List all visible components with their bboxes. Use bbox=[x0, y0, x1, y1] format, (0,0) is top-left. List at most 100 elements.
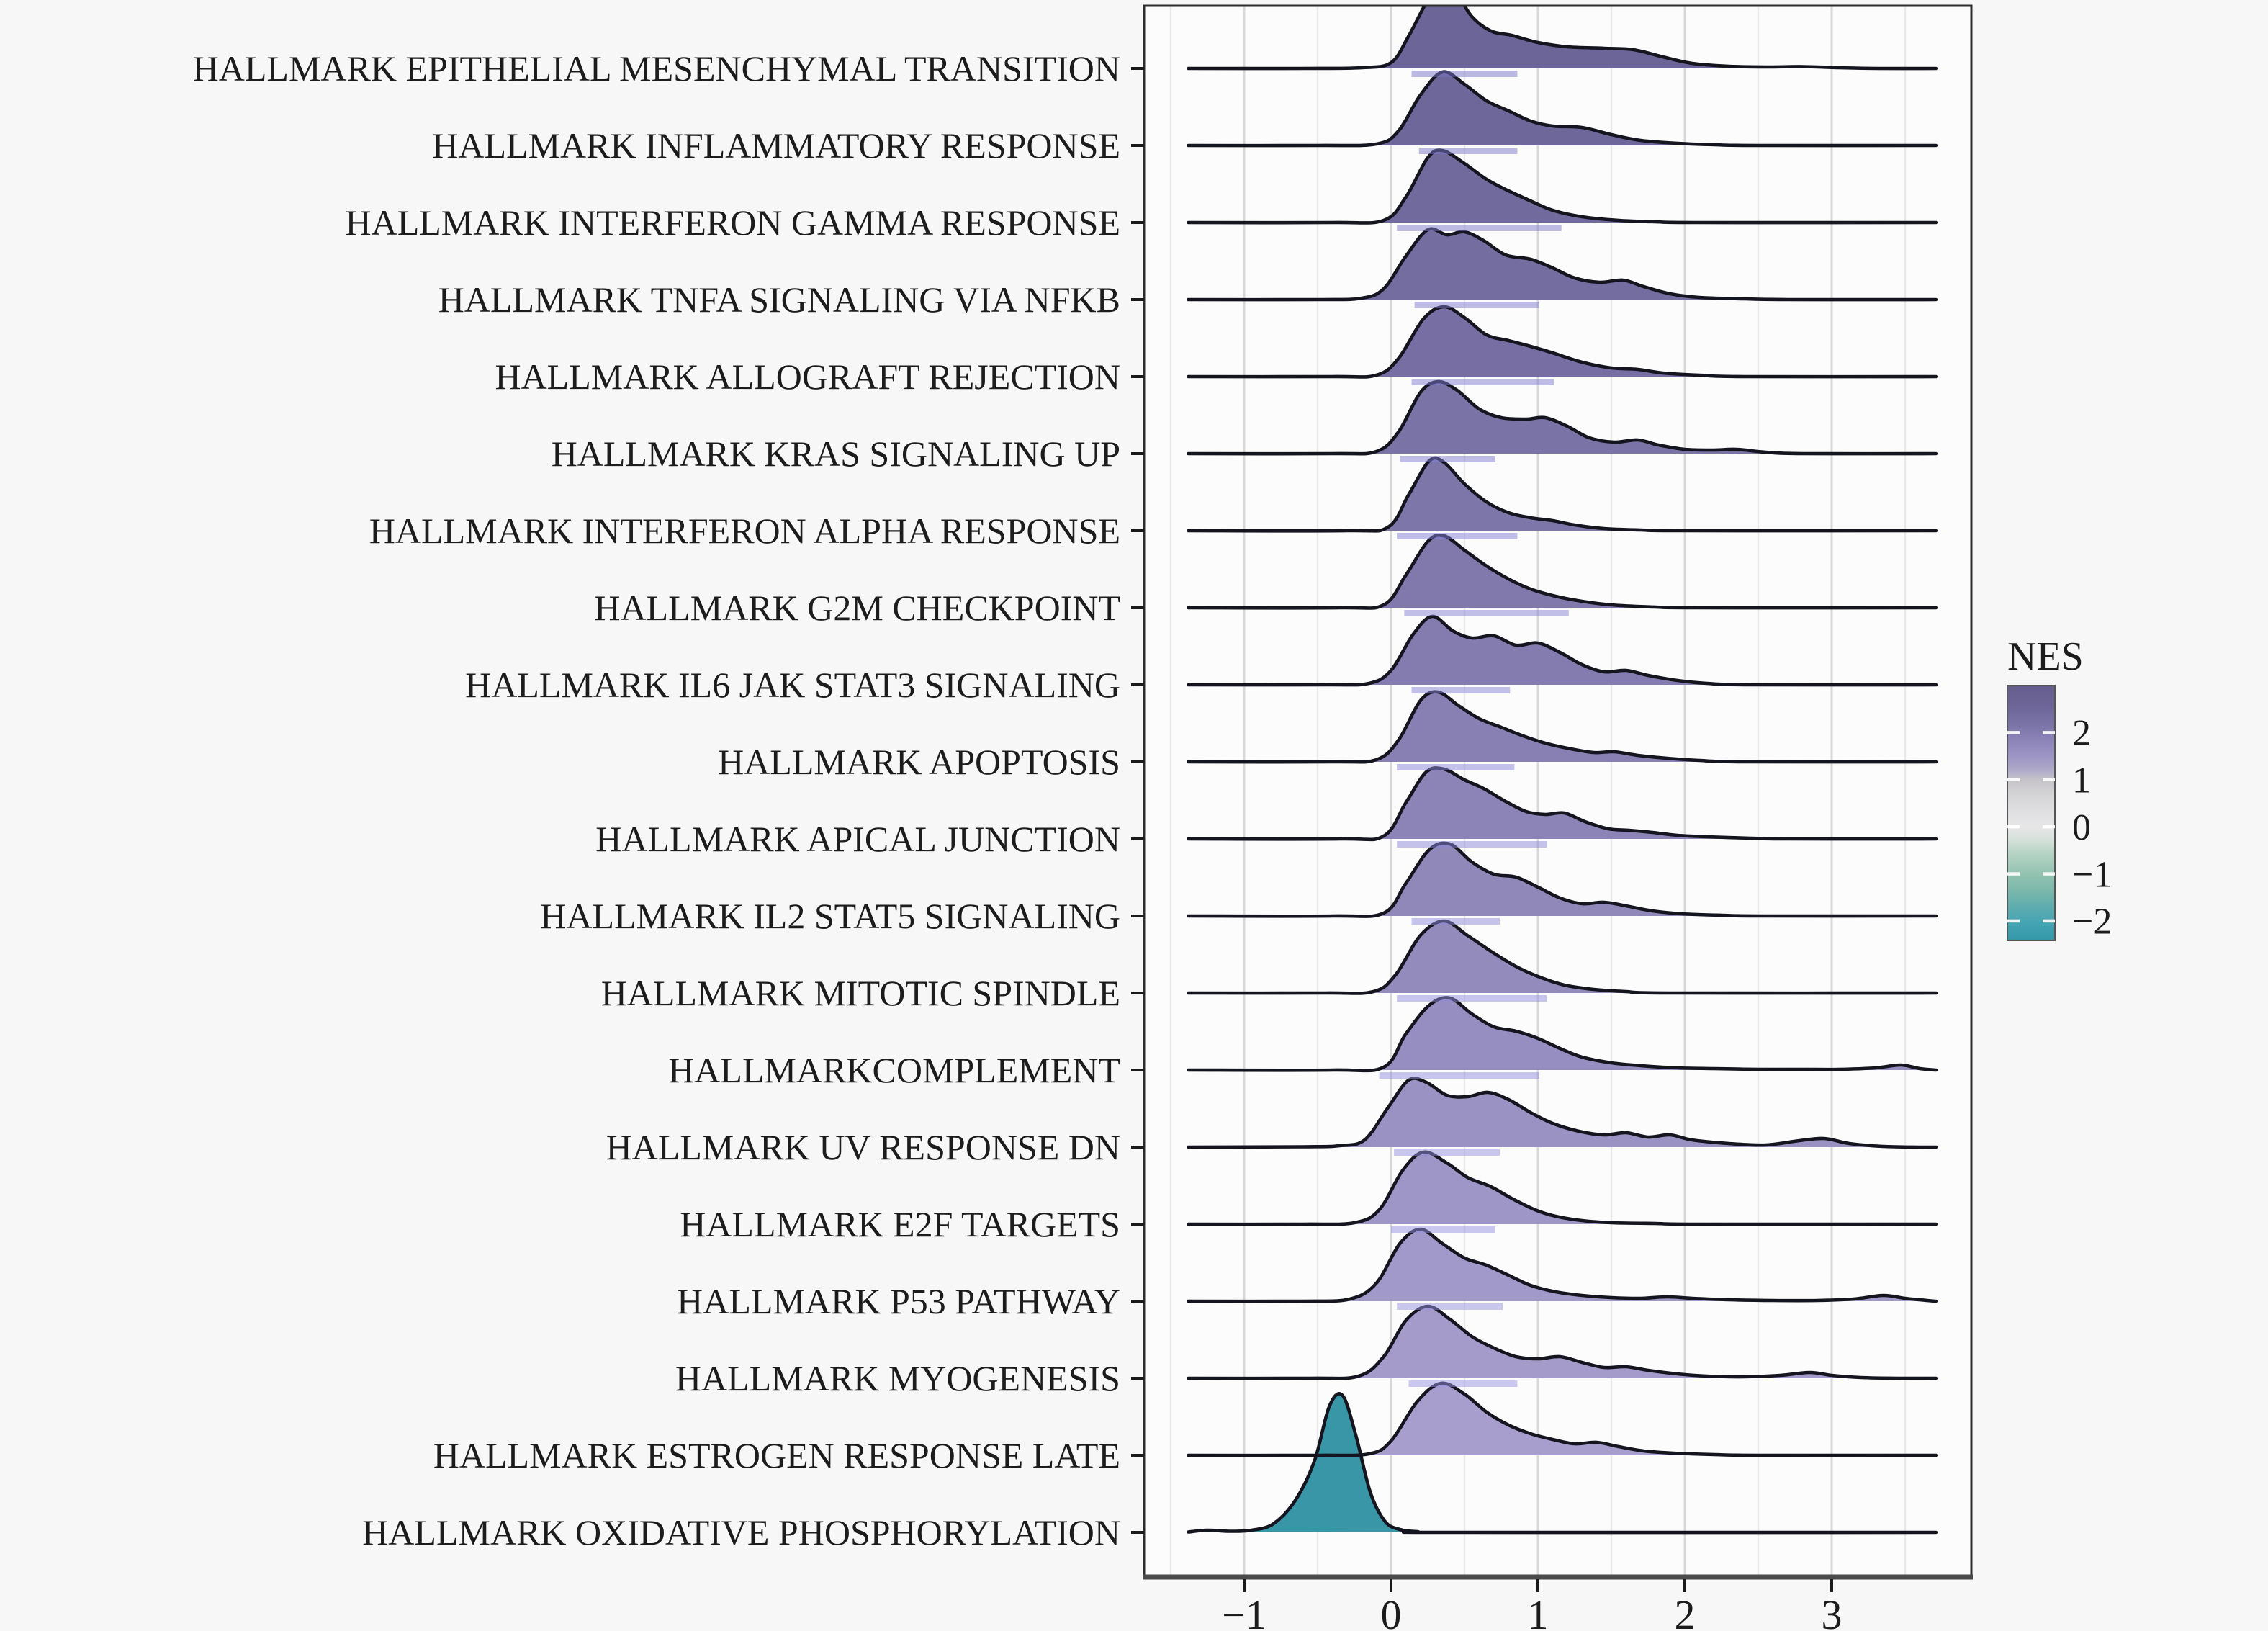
ridge-outline bbox=[1187, 70, 1938, 148]
ridge-outline bbox=[1187, 1150, 1938, 1226]
ridge-area bbox=[1188, 843, 1936, 917]
ridge-outline bbox=[1187, 690, 1938, 764]
ridge-overlap-tint bbox=[1411, 918, 1500, 925]
legend-tick bbox=[2007, 731, 2020, 734]
legend-tick-label: 1 bbox=[2072, 760, 2091, 801]
ridge-row-18 bbox=[1187, 1304, 1938, 1387]
x-tick-label: −1 bbox=[1222, 1591, 1266, 1631]
legend-tick-label: 2 bbox=[2072, 713, 2091, 754]
ridge-outline bbox=[1187, 1077, 1938, 1149]
ridge-row-2 bbox=[1187, 70, 1938, 154]
gridlines bbox=[1169, 6, 1907, 1577]
category-label: HALLMARK ALLOGRAFT REJECTION bbox=[495, 356, 1120, 397]
ridge-overlap-tint bbox=[1411, 379, 1554, 385]
ridge-overlap-tint bbox=[1391, 1226, 1495, 1233]
category-label: HALLMARK KRAS SIGNALING UP bbox=[552, 433, 1120, 474]
ridge-overlap-tint bbox=[1411, 71, 1518, 77]
legend-tick bbox=[2043, 872, 2055, 876]
legend-tick bbox=[2007, 919, 2020, 923]
ridge-row-7 bbox=[1187, 456, 1938, 539]
ridge-overlap-tint bbox=[1418, 148, 1518, 154]
legend-tick bbox=[2007, 825, 2020, 829]
ridge-outline bbox=[1187, 379, 1938, 456]
ridge-outline bbox=[1187, 305, 1938, 379]
ridge-outline bbox=[1187, 1381, 1938, 1457]
legend-tick bbox=[2007, 778, 2020, 782]
ridge-overlap-tint bbox=[1394, 1149, 1500, 1156]
legend-tick-label: 0 bbox=[2072, 807, 2091, 848]
legend-colorbar bbox=[2007, 685, 2056, 941]
ridge-area bbox=[1188, 71, 1936, 146]
ridge-row-17 bbox=[1187, 1227, 1938, 1310]
ridge-row-20 bbox=[1187, 1392, 1938, 1535]
x-tick-label: 1 bbox=[1528, 1591, 1549, 1631]
ridge-area bbox=[1188, 6, 1936, 69]
ridge-row-9 bbox=[1187, 614, 1938, 693]
ridge-row-12 bbox=[1187, 841, 1938, 925]
category-label: HALLMARK OXIDATIVE PHOSPHORYLATION bbox=[362, 1512, 1120, 1553]
ridge-row-16 bbox=[1187, 1150, 1938, 1233]
x-tick-label: 3 bbox=[1822, 1591, 1842, 1631]
ridge-overlap-tint bbox=[1397, 764, 1515, 770]
ridge-area bbox=[1188, 1393, 1936, 1533]
category-label: HALLMARK E2F TARGETS bbox=[680, 1204, 1120, 1244]
ridge-overlap-tint bbox=[1379, 1072, 1540, 1079]
x-tick-label: 2 bbox=[1675, 1591, 1696, 1631]
category-label: HALLMARK UV RESPONSE DN bbox=[606, 1127, 1120, 1167]
y-axis: HALLMARK EPITHELIAL MESENCHYMAL TRANSITI… bbox=[193, 48, 1144, 1553]
plot-panel bbox=[1144, 6, 1971, 1577]
ridge-outline bbox=[1187, 1392, 1938, 1535]
ridge-row-1 bbox=[1187, 6, 1938, 77]
ridge-area bbox=[1188, 768, 1936, 840]
legend-tick bbox=[2043, 778, 2055, 782]
legend-tick-label: −2 bbox=[2072, 902, 2112, 943]
legend-tick-label: −1 bbox=[2072, 854, 2112, 895]
category-label: HALLMARK MYOGENESIS bbox=[675, 1358, 1120, 1398]
ridge-area bbox=[1188, 1306, 1936, 1379]
ridge-outline bbox=[1187, 919, 1938, 995]
x-axis: −1 0 1 2 3 bbox=[1222, 1579, 1842, 1631]
ridge-row-13 bbox=[1187, 919, 1938, 1002]
ridge-outline bbox=[1187, 766, 1938, 842]
ridge-row-5 bbox=[1187, 305, 1938, 385]
category-label: HALLMARK INTERFERON ALPHA RESPONSE bbox=[369, 511, 1120, 551]
ridge-outline bbox=[1187, 456, 1938, 533]
ridge-area bbox=[1188, 306, 1936, 377]
legend-nes: NES 2 1 0 −1 −2 bbox=[2007, 634, 2112, 943]
ridge-area bbox=[1188, 381, 1936, 454]
x-tick-label: 0 bbox=[1381, 1591, 1402, 1631]
ridge-overlap-tint bbox=[1397, 225, 1562, 231]
ridges bbox=[1187, 6, 1938, 1535]
ridge-overlap-tint bbox=[1400, 456, 1495, 462]
ridge-outline bbox=[1187, 1304, 1938, 1380]
ridge-area bbox=[1188, 1078, 1936, 1148]
ridge-area bbox=[1188, 616, 1936, 686]
ridge-overlap-tint bbox=[1408, 1380, 1518, 1387]
legend-tick bbox=[2043, 731, 2055, 734]
ridge-row-11 bbox=[1187, 766, 1938, 848]
category-label: HALLMARK APICAL JUNCTION bbox=[595, 819, 1120, 859]
category-label: HALLMARK IL2 STAT5 SIGNALING bbox=[540, 896, 1120, 936]
ridge-row-10 bbox=[1187, 690, 1938, 770]
legend-tick bbox=[2043, 825, 2055, 829]
category-label: HALLMARK G2M CHECKPOINT bbox=[594, 588, 1120, 628]
category-label: HALLMARK P53 PATHWAY bbox=[677, 1281, 1120, 1321]
ridge-outline bbox=[1187, 841, 1938, 918]
ridge-outline bbox=[1187, 227, 1938, 302]
ridge-outline bbox=[1187, 533, 1938, 610]
ridge-outline bbox=[1187, 996, 1938, 1073]
ridge-outline bbox=[1187, 1227, 1938, 1303]
ridge-row-4 bbox=[1187, 227, 1938, 308]
ridge-outline bbox=[1187, 614, 1938, 687]
ridge-outline bbox=[1187, 148, 1938, 225]
category-label: HALLMARK APOPTOSIS bbox=[718, 742, 1120, 782]
category-label: HALLMARK EPITHELIAL MESENCHYMAL TRANSITI… bbox=[193, 48, 1120, 89]
category-label: HALLMARK IL6 JAK STAT3 SIGNALING bbox=[465, 665, 1120, 705]
category-label: HALLMARK TNFA SIGNALING VIA NFKB bbox=[438, 279, 1120, 320]
ridge-overlap-tint bbox=[1397, 995, 1547, 1002]
category-label: HALLMARK INTERFERON GAMMA RESPONSE bbox=[346, 202, 1121, 243]
ridge-row-6 bbox=[1187, 379, 1938, 462]
legend-tick bbox=[2043, 919, 2055, 923]
